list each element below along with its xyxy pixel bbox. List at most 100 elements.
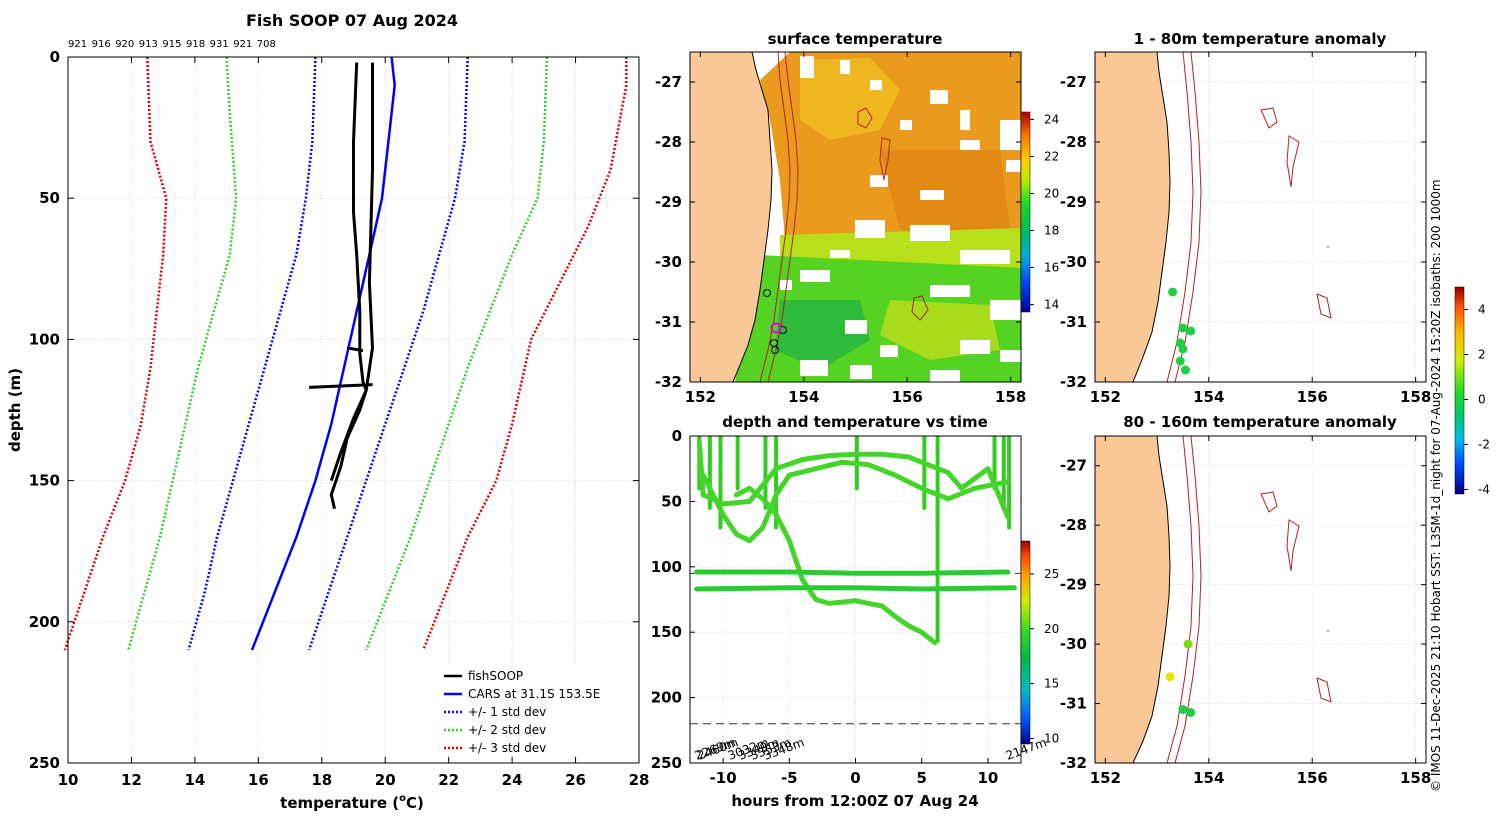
sst-gap-3 xyxy=(930,90,948,104)
a1-isobath-200 xyxy=(1166,51,1194,383)
profile-panel: Fish SOOP 07 Aug 2024 921 916 920 913 915 918… xyxy=(6,11,649,812)
a1-seamount-3 xyxy=(1316,293,1332,319)
sst-gap-17 xyxy=(845,320,867,334)
map-tick-label-y--28: -28 xyxy=(655,133,682,151)
profile-series--1-std-2 xyxy=(307,56,469,651)
colorbar-label-20: 20 xyxy=(1044,622,1059,636)
top-label-0: 921 xyxy=(68,39,87,50)
profile-top-labels: 921 916 920 913 915 918 931 921 708 xyxy=(68,39,276,50)
sst-gap-7 xyxy=(960,140,980,150)
map-tick-label-y--32: -32 xyxy=(1060,754,1087,772)
map-tick-label-x-152: 152 xyxy=(1090,388,1121,406)
tick-label-x-20: 20 xyxy=(375,771,396,789)
map-tick-label-x-152: 152 xyxy=(685,388,716,406)
map-tick-label-x-158: 158 xyxy=(1400,769,1431,787)
ts-track-1 xyxy=(700,459,1011,544)
tick-label-x-14: 14 xyxy=(184,771,205,789)
map-tick-label-y--30: -30 xyxy=(1060,635,1087,653)
a2-point-0 xyxy=(1183,639,1193,649)
tick-label-x-28: 28 xyxy=(629,771,650,789)
profile-legend: fishSOOP CARS at 31.1S 153.5E +/- 1 std … xyxy=(438,665,618,755)
tick-label-y-250: 250 xyxy=(29,754,60,772)
sst-ticks: 152 154 156 158 -27 -28 -29 -30 -31 -32 xyxy=(655,52,1026,406)
sst-gap-6 xyxy=(900,120,912,130)
map-tick-label-x-154: 154 xyxy=(1193,388,1224,406)
map-tick-label-y--31: -31 xyxy=(655,313,682,331)
map-tick-label-x-158: 158 xyxy=(1400,388,1431,406)
anomaly-80-axes-box xyxy=(1094,51,1427,383)
colorbar-label-20: 20 xyxy=(1044,186,1059,200)
sst-gap-22 xyxy=(930,370,960,382)
colorbar-label-24: 24 xyxy=(1044,112,1059,126)
a2-seamount-2 xyxy=(1286,519,1300,572)
a2-seamount-4 xyxy=(1327,630,1329,632)
sst-station-1 xyxy=(763,289,771,297)
tick-label-x-16: 16 xyxy=(248,771,269,789)
sst-gap-0 xyxy=(800,56,814,78)
sst-gap-12 xyxy=(960,250,1010,264)
anomaly-80-title: 1 - 80m temperature anomaly xyxy=(1134,30,1387,48)
x-label-end: C) xyxy=(406,794,424,812)
map-tick-label-x-156: 156 xyxy=(892,388,923,406)
profile-series--3-std-6 xyxy=(422,57,628,651)
profile-y-label: depth (m) xyxy=(6,368,24,452)
colorbar-label--4: -4 xyxy=(1478,483,1490,497)
legend-label-fishsoop: fishSOOP xyxy=(468,669,523,683)
profile-series--3-std-5 xyxy=(63,56,168,651)
sst-land xyxy=(690,52,773,382)
sst-gap-13 xyxy=(830,250,850,258)
anomaly-80-ticks: 152 154 156 158 -27 -28 -29 -30 -31 -32 xyxy=(1060,52,1431,406)
sst-station-4 xyxy=(771,346,779,354)
a2-point-3 xyxy=(1186,708,1196,717)
a1-isobath-1000 xyxy=(1174,51,1202,383)
tick-label-x-26: 26 xyxy=(565,771,586,789)
x-label-main: temperature ( xyxy=(280,794,399,812)
profile-series-fishsoop-9 xyxy=(309,383,373,389)
sst-gap-9 xyxy=(920,190,944,200)
profile-series-cars-at-31-1s-153-5e-0 xyxy=(250,56,396,651)
sst-panel: surface temperature 152 154 156 158 -27 -28 -2… xyxy=(655,30,1059,406)
anomaly-colorbar-ticks: -4 -2 0 2 4 xyxy=(1464,303,1490,497)
map-tick-label-y--31: -31 xyxy=(1060,695,1087,713)
sst-current-position xyxy=(770,322,782,334)
ts-tick-label-y-200: 200 xyxy=(651,689,682,707)
tick-label-x-10: 10 xyxy=(58,771,79,789)
sst-gap-4 xyxy=(960,110,970,130)
top-label-5: 918 xyxy=(186,39,205,50)
colorbar-label-4: 4 xyxy=(1478,303,1486,317)
legend-box xyxy=(438,665,618,755)
map-tick-label-y--29: -29 xyxy=(655,193,682,211)
anomaly-80-panel: 1 - 80m temperature anomaly 152 154 156 158… xyxy=(1060,30,1490,497)
sst-colorbar-ticks: 14 16 18 20 22 24 xyxy=(1030,112,1059,312)
tick-label-x-22: 22 xyxy=(438,771,459,789)
ts-tick-label-x--10: -10 xyxy=(710,769,737,787)
colorbar-label-18: 18 xyxy=(1044,224,1059,238)
a1-seamount-2 xyxy=(1286,135,1300,188)
map-tick-label-x-154: 154 xyxy=(1193,769,1224,787)
tick-label-x-12: 12 xyxy=(121,771,142,789)
sst-gap-11 xyxy=(910,225,950,241)
top-label-8: 708 xyxy=(257,39,276,50)
top-label-4: 915 xyxy=(162,39,181,50)
colorbar-label-14: 14 xyxy=(1044,298,1059,312)
profile-axes-box xyxy=(67,56,640,764)
map-tick-label-y--28: -28 xyxy=(1060,133,1087,151)
colorbar-label-2: 2 xyxy=(1478,348,1486,362)
colorbar-label-15: 15 xyxy=(1044,677,1059,691)
profile-y-ticks: 0 50 100 150 200 250 xyxy=(29,48,639,772)
ts-tick-label-x--5: -5 xyxy=(781,769,798,787)
map-tick-label-y--32: -32 xyxy=(1060,373,1087,391)
sst-seamount-1 xyxy=(857,107,873,129)
sst-gap-24 xyxy=(780,280,792,290)
sst-seamount-3 xyxy=(911,295,929,321)
timeseries-title: depth and temperature vs time xyxy=(722,413,988,431)
anomaly-160-panel: 80 - 160m temperature anomaly 152 154 156 1… xyxy=(1060,413,1431,787)
map-tick-label-y--29: -29 xyxy=(1060,576,1087,594)
map-tick-label-y--27: -27 xyxy=(1060,457,1087,475)
map-tick-label-y--29: -29 xyxy=(1060,193,1087,211)
map-tick-label-y--28: -28 xyxy=(1060,516,1087,534)
profile-x-label: temperature (oC) xyxy=(280,793,424,812)
ts-tick-label-y-0: 0 xyxy=(672,427,682,445)
